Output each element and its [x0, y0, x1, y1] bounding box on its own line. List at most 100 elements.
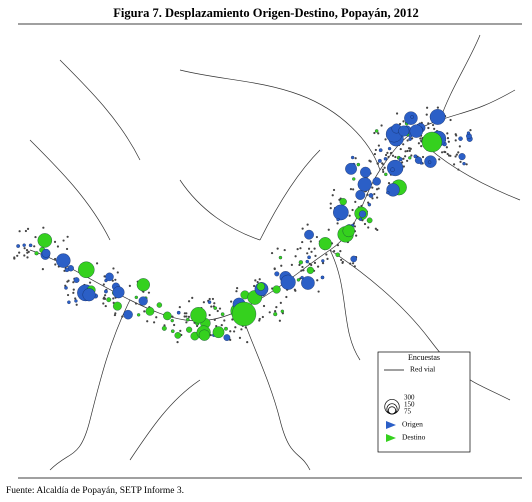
block — [447, 140, 450, 143]
block — [285, 295, 288, 299]
size-label: 300 — [404, 394, 415, 402]
block — [185, 312, 188, 315]
block — [402, 165, 405, 168]
block — [253, 284, 256, 288]
block — [262, 304, 266, 308]
block — [72, 291, 75, 294]
destination-point — [156, 302, 163, 308]
block — [465, 163, 468, 166]
block — [399, 147, 402, 151]
block — [103, 296, 106, 299]
block — [454, 139, 457, 142]
block — [173, 323, 176, 327]
origin-point — [466, 131, 471, 135]
block — [155, 316, 158, 319]
origin-point — [73, 277, 80, 283]
block — [382, 170, 385, 174]
block — [438, 158, 441, 161]
block — [353, 225, 357, 228]
block — [24, 229, 28, 233]
block — [408, 149, 411, 152]
block — [16, 254, 19, 257]
block — [163, 324, 166, 327]
size-label: 75 — [404, 408, 412, 416]
block — [314, 254, 317, 258]
origin-point — [458, 153, 466, 161]
block — [153, 321, 156, 324]
destination-point — [170, 329, 175, 333]
origin-point — [67, 300, 71, 304]
destination-point — [278, 255, 283, 260]
origin-point — [280, 274, 296, 290]
block — [329, 202, 332, 205]
block — [215, 324, 218, 328]
block — [261, 315, 264, 319]
block — [351, 208, 354, 212]
block — [315, 235, 319, 239]
block — [427, 126, 430, 130]
destination-point — [298, 260, 303, 265]
block — [425, 113, 428, 116]
block — [349, 262, 352, 265]
block — [459, 160, 462, 163]
block — [33, 245, 36, 248]
origin-point — [22, 243, 26, 247]
block — [301, 227, 304, 230]
origin-point — [429, 109, 446, 125]
destination-point — [231, 301, 257, 327]
block — [440, 151, 444, 154]
block — [273, 267, 276, 270]
destination-point — [339, 198, 347, 206]
origin-symbol — [386, 421, 396, 429]
block — [454, 155, 457, 158]
block — [316, 265, 320, 268]
origin-point — [345, 162, 357, 175]
block — [383, 166, 386, 169]
block — [351, 262, 355, 265]
block — [452, 163, 456, 166]
destination-point — [136, 313, 141, 317]
block — [213, 318, 216, 321]
block — [317, 290, 320, 293]
block — [374, 227, 377, 230]
block — [421, 155, 425, 159]
origin-point — [41, 248, 51, 258]
block — [234, 326, 237, 329]
origin-point — [350, 155, 355, 160]
block — [391, 154, 395, 157]
block — [300, 269, 303, 272]
block — [236, 286, 239, 290]
block — [258, 317, 261, 321]
size-circle — [388, 406, 396, 415]
block — [231, 318, 234, 321]
destination-point — [37, 233, 53, 248]
block — [268, 311, 271, 314]
block — [54, 263, 57, 266]
block — [376, 196, 379, 199]
origin-point — [123, 309, 133, 320]
block — [191, 296, 194, 299]
block — [238, 336, 242, 339]
block — [436, 106, 439, 109]
destination-point — [256, 282, 265, 291]
block — [66, 280, 69, 283]
origin-point — [82, 288, 96, 302]
block — [386, 151, 389, 154]
block — [446, 137, 450, 140]
origin-point — [358, 217, 363, 221]
destination-point — [408, 156, 412, 160]
block — [457, 168, 460, 171]
block — [235, 290, 238, 293]
origin-point — [176, 310, 181, 315]
block — [449, 118, 452, 122]
origin-point — [138, 296, 148, 306]
block — [112, 267, 115, 270]
origin-point — [386, 183, 400, 197]
block — [341, 261, 344, 264]
destination-point — [318, 237, 332, 251]
destination-point — [190, 307, 207, 324]
block — [18, 230, 21, 233]
destination-point — [356, 162, 361, 167]
